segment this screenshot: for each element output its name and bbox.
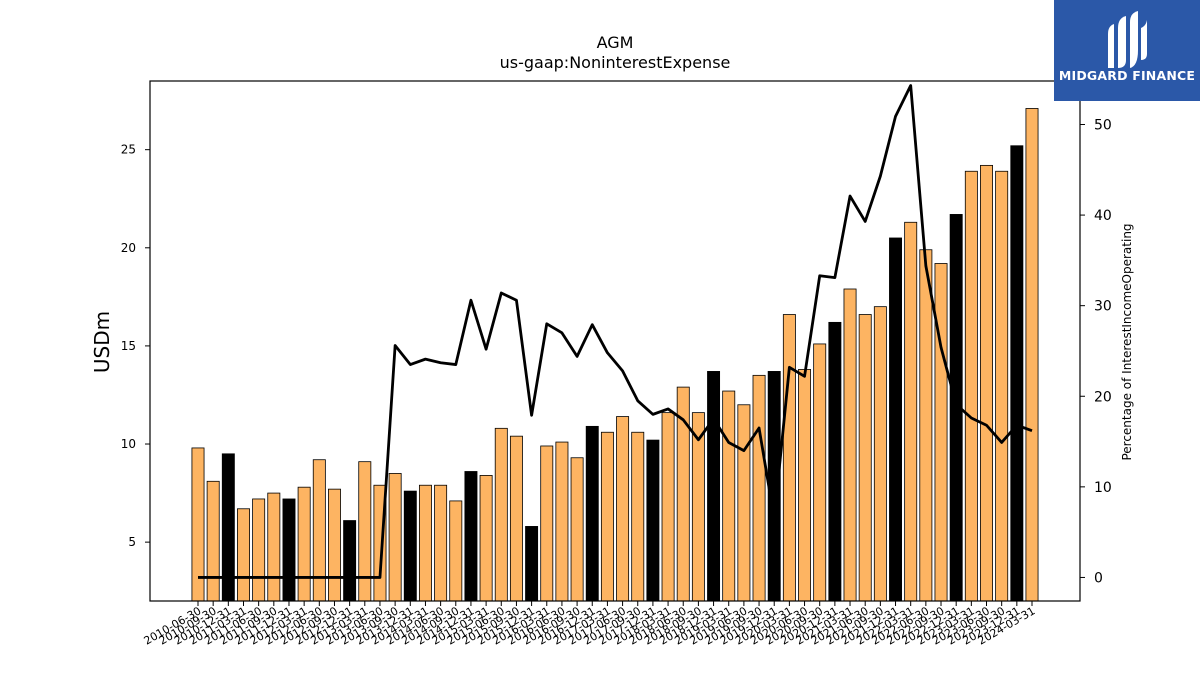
chart-title: AGM [597,33,634,52]
bar-2013-09-30 [388,473,402,602]
line-series [198,84,1033,579]
chart-subtitle: us-gaap:NoninterestExpense [500,53,731,72]
percentage-line [198,84,1033,579]
bar-2014-06-30 [434,484,448,602]
plot-frame [149,80,1081,602]
bar-2023-12-31 [1010,145,1024,602]
bar-2011-12-31 [282,498,296,602]
y2-tick-label: 40 [1094,208,1112,224]
y-tick-label: 15 [121,339,136,353]
bar-2011-09-30 [267,492,281,602]
bar-2012-12-31 [343,520,357,602]
bar-2019-03-31 [722,390,736,602]
bar-2017-06-30 [616,416,630,602]
bar-2022-09-30 [934,263,948,602]
y-axis-left: 5 10 15 20 25 [121,143,150,549]
y-tick-label: 10 [121,437,136,451]
bar-2015-06-30 [494,427,508,602]
brand-logo: MIDGARD FINANCE [1054,0,1200,101]
bar-2014-09-30 [449,500,463,602]
y-tick-label: 20 [121,241,136,255]
bar-2020-12-31 [828,321,842,602]
bar-2015-12-31 [525,526,539,602]
y2-tick-label: 50 [1094,117,1112,133]
bar-2016-03-31 [540,445,554,602]
bar-2015-09-30 [509,435,523,602]
bar-2012-03-31 [297,486,311,602]
bar-2023-09-30 [995,170,1009,602]
y-axis-label: USDm [90,311,114,373]
bar-2018-03-31 [661,412,675,602]
bar-2015-03-31 [479,475,493,602]
bar-2018-12-31 [707,371,721,602]
bar-2016-09-30 [570,457,584,602]
bar-2017-03-31 [600,431,614,602]
bar-2023-03-31 [964,170,978,602]
bar-2024-03-31 [1025,108,1039,602]
bar-2019-06-30 [737,404,751,602]
y2-axis-label: Percentage of InterestIncomeOperating [1120,223,1134,460]
y-tick-label: 25 [121,143,136,157]
bar-2013-03-31 [358,461,372,602]
y2-tick-label: 30 [1094,299,1112,315]
y-tick-label: 5 [128,535,136,549]
bar-series [191,108,1039,602]
bar-2011-06-30 [252,498,266,602]
bar-2019-09-30 [752,374,766,602]
bar-2021-06-30 [858,314,872,602]
bar-2017-09-30 [631,431,645,602]
bar-2020-03-31 [782,314,796,602]
bar-2016-12-31 [585,425,599,602]
bar-2016-06-30 [555,441,569,602]
bar-2020-06-30 [798,369,812,602]
midgard-logo-icon [1108,11,1147,68]
bar-2010-12-31 [221,453,235,602]
bar-2013-12-31 [403,490,417,602]
bar-2017-12-31 [646,439,660,602]
bar-2011-03-31 [237,508,250,602]
bar-2020-09-30 [813,343,827,602]
y2-tick-label: 0 [1094,570,1103,586]
bar-2014-12-31 [464,471,478,602]
bar-2012-09-30 [328,488,341,602]
bar-2021-12-31 [889,237,902,602]
bar-2021-09-30 [873,306,887,602]
bar-2014-03-31 [418,484,432,602]
bar-2010-09-30 [206,480,220,602]
y-axis-right: 0 10 20 30 40 50 [1080,117,1112,586]
y2-tick-label: 20 [1094,389,1112,405]
bar-2022-03-31 [904,221,918,602]
bar-2021-03-31 [843,288,857,602]
brand-name: MIDGARD FINANCE [1058,68,1196,83]
bar-2023-06-30 [980,164,993,602]
y2-tick-label: 10 [1094,480,1112,496]
bar-2022-06-30 [919,249,933,602]
x-axis: 2010-06-302010-09-302010-12-312011-03-31… [142,601,1038,648]
bar-2012-06-30 [312,459,326,602]
